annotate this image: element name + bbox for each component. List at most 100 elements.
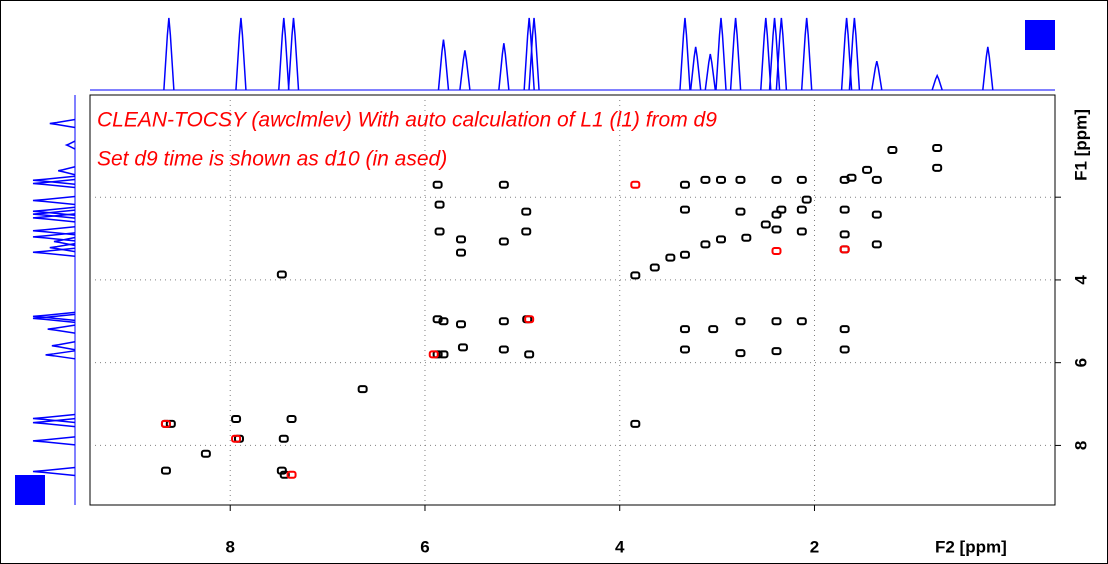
cross-peak — [279, 470, 290, 479]
cross-peak — [839, 345, 850, 354]
cross-peak — [771, 225, 782, 234]
cross-peak — [839, 205, 850, 214]
cross-peak — [649, 263, 660, 272]
cross-peak — [286, 414, 297, 423]
cross-peak — [456, 235, 467, 244]
cross-peak — [438, 350, 449, 359]
f1-projection-peak — [32, 247, 76, 257]
cross-peak — [760, 220, 771, 229]
cross-peak — [932, 163, 943, 172]
cross-peak — [231, 414, 242, 423]
cross-peak — [434, 227, 445, 236]
cross-peak — [200, 449, 211, 458]
cross-peak — [630, 271, 641, 280]
chart-title: CLEAN-TOCSY (awclmlev) With auto calcula… — [97, 109, 717, 132]
f1-projection-peak — [32, 466, 76, 477]
cross-peak — [741, 233, 752, 242]
cross-peak — [839, 245, 850, 254]
f2-projection-peak — [775, 17, 788, 91]
cross-peak — [715, 235, 726, 244]
cross-peak — [498, 237, 509, 246]
cross-peak — [521, 207, 532, 216]
cross-peak — [276, 466, 287, 475]
f1-projection-peak — [64, 140, 76, 150]
f1-projection-peak — [49, 118, 76, 129]
cross-peak — [357, 385, 368, 394]
cross-peak — [715, 175, 726, 184]
cross-peak — [434, 200, 445, 209]
cross-peak — [796, 317, 807, 326]
f2-projection-peak — [704, 53, 717, 91]
cross-peak — [871, 240, 882, 249]
x-tick-label: 8 — [225, 537, 234, 556]
cross-peak — [276, 270, 287, 279]
f2-projection-peak — [163, 17, 175, 91]
x-tick-label: 4 — [615, 537, 625, 556]
y-tick-label: 4 — [1071, 275, 1090, 285]
f1-projection-peak — [32, 436, 76, 446]
f2-projection-peak — [278, 17, 290, 91]
projection-button[interactable] — [1025, 20, 1055, 50]
f1-projection-peak — [32, 313, 76, 324]
cross-peak — [524, 315, 535, 324]
projection-button[interactable] — [15, 475, 45, 505]
cross-peak — [839, 175, 850, 184]
f1-projection-peak — [32, 195, 76, 206]
cross-peak — [708, 325, 719, 334]
f2-projection-peak — [679, 17, 691, 91]
y-axis-label: F1 [ppm] — [1071, 109, 1090, 181]
cross-peak — [498, 345, 509, 354]
plot-frame — [89, 94, 1056, 506]
cross-peak — [630, 180, 641, 189]
cross-peak — [521, 227, 532, 236]
x-tick-label: 6 — [420, 537, 429, 556]
cross-peak — [771, 210, 782, 219]
cross-peak — [428, 350, 439, 359]
cross-peak — [524, 350, 535, 359]
f2-projection-peak — [689, 46, 702, 91]
f2-projection-peak — [729, 17, 742, 91]
f1-projection-peak — [47, 324, 76, 334]
f2-projection-peak — [715, 17, 727, 91]
f1-projection-peak — [32, 413, 76, 424]
cross-peak — [438, 317, 449, 326]
x-axis-label: F2 [ppm] — [935, 537, 1007, 556]
cross-peak — [231, 434, 242, 443]
cross-peak — [700, 175, 711, 184]
cross-peak — [700, 240, 711, 249]
cross-peak — [665, 253, 676, 262]
cross-peak — [887, 146, 898, 155]
f1-projection-peak — [32, 232, 76, 242]
cross-peak — [432, 180, 443, 189]
cross-peak — [165, 419, 176, 428]
cross-peak — [286, 470, 297, 479]
cross-peak — [771, 347, 782, 356]
cross-peak — [801, 195, 812, 204]
f2-projection-peak — [871, 61, 883, 91]
f2-projection-peak — [760, 17, 772, 91]
cross-peak — [871, 175, 882, 184]
f1-projection-peak — [32, 206, 76, 217]
cross-peak — [160, 466, 171, 475]
f1-projection-peak — [32, 175, 76, 185]
f1-projection-peak — [58, 165, 76, 176]
f2-projection-peak — [848, 17, 861, 91]
cross-peak — [160, 419, 171, 428]
f2-projection-peak — [235, 17, 247, 91]
f2-projection-peak — [287, 17, 300, 91]
cross-peak — [679, 205, 690, 214]
chart-subtitle: Set d9 time is shown as d10 (in ased) — [97, 148, 447, 171]
cross-peak — [679, 345, 690, 354]
f2-projection-peak — [768, 17, 781, 91]
cross-peak — [456, 248, 467, 257]
cross-peak — [679, 250, 690, 259]
f2-projection-peak — [982, 46, 994, 91]
cross-peak — [862, 165, 873, 174]
y-tick-label: 6 — [1071, 358, 1090, 367]
f1-projection-peak — [32, 209, 76, 219]
cross-peak — [498, 317, 509, 326]
f2-projection-peak — [459, 50, 471, 91]
